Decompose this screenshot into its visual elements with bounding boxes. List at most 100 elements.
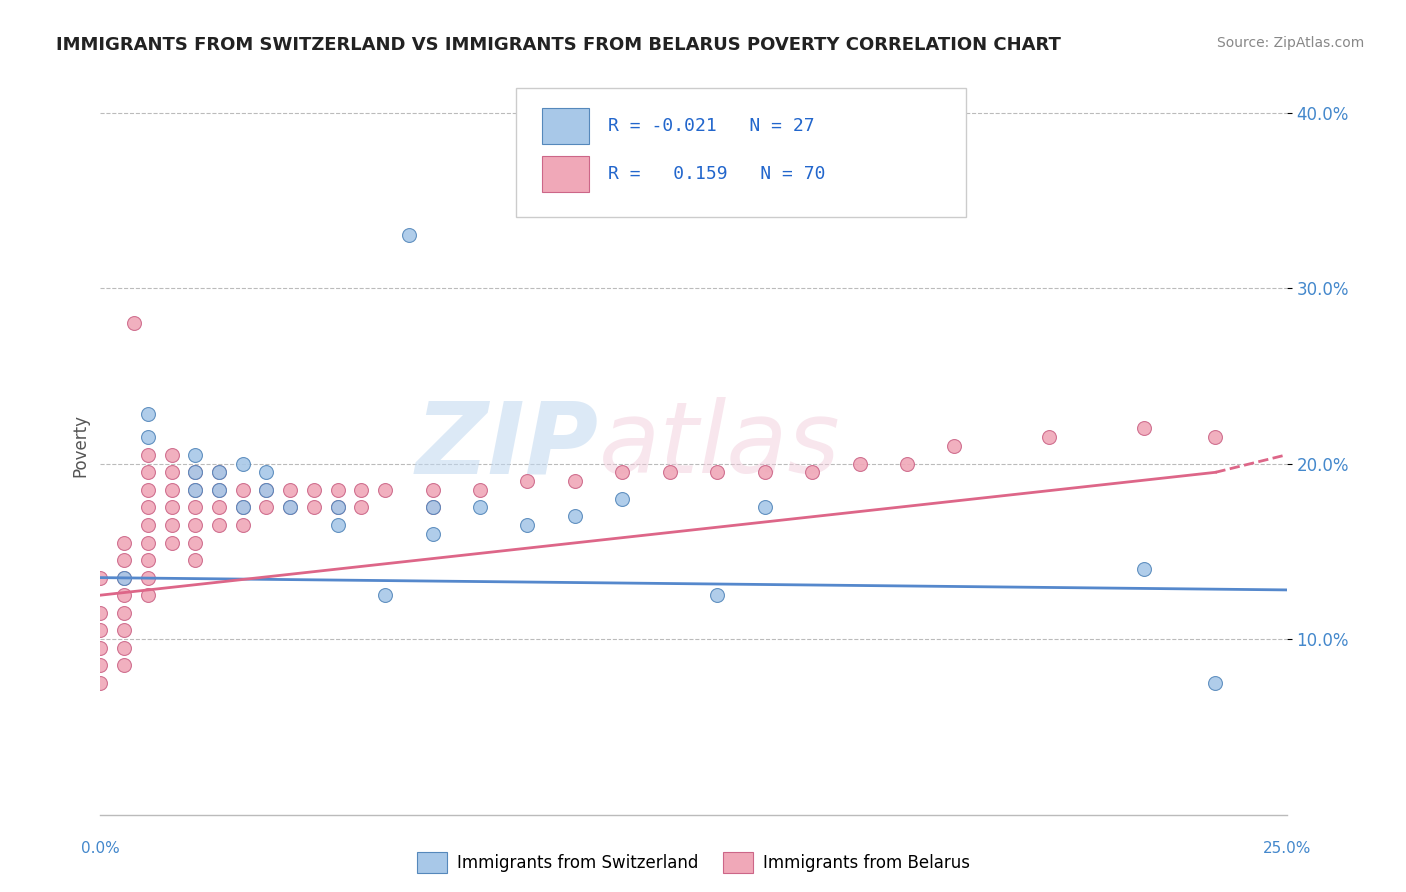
Point <box>564 474 586 488</box>
Point <box>232 457 254 471</box>
Y-axis label: Poverty: Poverty <box>72 415 89 477</box>
Text: ZIP: ZIP <box>416 398 599 494</box>
Text: R =   0.159   N = 70: R = 0.159 N = 70 <box>607 165 825 183</box>
Point <box>754 466 776 480</box>
Point <box>160 483 183 497</box>
Point <box>136 408 159 422</box>
Point <box>136 571 159 585</box>
Point <box>136 430 159 444</box>
Point <box>848 457 870 471</box>
Point <box>658 466 681 480</box>
Point <box>184 466 207 480</box>
Point <box>326 500 349 515</box>
Point <box>801 466 824 480</box>
Point <box>112 588 135 602</box>
Point <box>302 500 325 515</box>
Point <box>184 466 207 480</box>
Point <box>468 500 491 515</box>
Point <box>160 466 183 480</box>
Point <box>136 535 159 549</box>
Point <box>112 658 135 673</box>
Point <box>1204 676 1226 690</box>
Point <box>278 483 301 497</box>
Point <box>706 466 728 480</box>
Point <box>374 483 396 497</box>
Point <box>89 624 111 638</box>
Point <box>112 606 135 620</box>
Point <box>278 500 301 515</box>
Text: IMMIGRANTS FROM SWITZERLAND VS IMMIGRANTS FROM BELARUS POVERTY CORRELATION CHART: IMMIGRANTS FROM SWITZERLAND VS IMMIGRANT… <box>56 36 1062 54</box>
Point <box>89 676 111 690</box>
Point <box>1133 421 1156 435</box>
Point <box>136 518 159 533</box>
Legend: Immigrants from Switzerland, Immigrants from Belarus: Immigrants from Switzerland, Immigrants … <box>411 846 977 880</box>
Point <box>112 553 135 567</box>
Point <box>112 571 135 585</box>
Point <box>136 466 159 480</box>
Point <box>184 483 207 497</box>
Point <box>468 483 491 497</box>
Point <box>160 518 183 533</box>
Text: 0.0%: 0.0% <box>82 841 120 856</box>
Bar <box>541 109 589 144</box>
Point <box>326 483 349 497</box>
Point <box>89 606 111 620</box>
Point <box>136 553 159 567</box>
Point <box>422 483 444 497</box>
Point <box>160 448 183 462</box>
Point <box>112 571 135 585</box>
Point <box>1204 430 1226 444</box>
Point <box>1038 430 1060 444</box>
Point <box>350 483 373 497</box>
Text: 25.0%: 25.0% <box>1263 841 1310 856</box>
Point <box>564 509 586 524</box>
Point <box>136 483 159 497</box>
Point <box>184 553 207 567</box>
Point <box>326 518 349 533</box>
Point <box>398 228 420 243</box>
Point <box>112 640 135 655</box>
Point <box>516 474 538 488</box>
Point <box>184 448 207 462</box>
Point <box>208 466 231 480</box>
Point <box>516 518 538 533</box>
Point <box>943 439 966 453</box>
Point <box>302 483 325 497</box>
Point <box>254 466 277 480</box>
Point <box>706 588 728 602</box>
Point <box>896 457 918 471</box>
Point <box>232 500 254 515</box>
Text: R = -0.021   N = 27: R = -0.021 N = 27 <box>607 117 814 135</box>
Point <box>422 500 444 515</box>
Point <box>136 448 159 462</box>
Point <box>160 500 183 515</box>
Point <box>254 483 277 497</box>
Point <box>254 483 277 497</box>
Point <box>184 483 207 497</box>
Point <box>612 491 634 506</box>
Point <box>208 483 231 497</box>
Point <box>350 500 373 515</box>
Point <box>1133 562 1156 576</box>
Point <box>112 535 135 549</box>
Point <box>232 518 254 533</box>
Point <box>136 500 159 515</box>
Point <box>208 466 231 480</box>
Point <box>184 518 207 533</box>
Point <box>612 466 634 480</box>
Point <box>422 500 444 515</box>
Point <box>278 500 301 515</box>
Point <box>184 535 207 549</box>
Point <box>160 535 183 549</box>
Bar <box>541 156 589 192</box>
Point <box>208 500 231 515</box>
Point <box>89 571 111 585</box>
Point <box>112 624 135 638</box>
Point <box>184 500 207 515</box>
FancyBboxPatch shape <box>516 88 966 218</box>
Point <box>136 588 159 602</box>
Point <box>208 483 231 497</box>
Point <box>208 518 231 533</box>
Point <box>89 658 111 673</box>
Text: atlas: atlas <box>599 398 841 494</box>
